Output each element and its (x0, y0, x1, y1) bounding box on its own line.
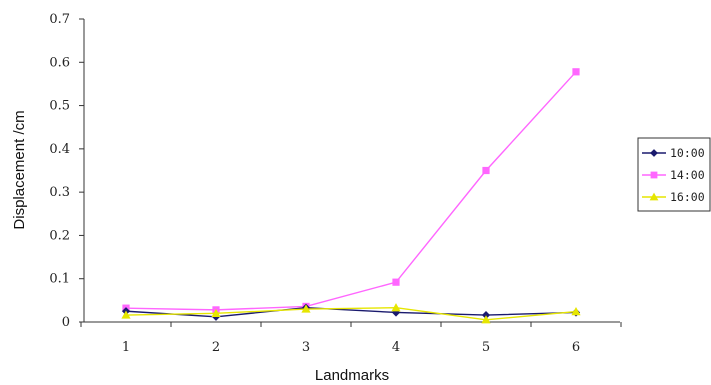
y-tick-label: 0.3 (49, 185, 70, 200)
series-layer (121, 68, 581, 324)
data-point (481, 310, 491, 320)
data-point (301, 304, 311, 313)
legend-label: 14:00 (670, 168, 705, 182)
data-point (121, 310, 131, 319)
y-tick-labels: 0 0.1 0.2 0.3 0.4 0.5 0.6 0.7 (49, 12, 84, 330)
data-point (392, 278, 400, 286)
x-tick-labels: 1 2 3 4 5 6 (80, 322, 622, 355)
x-tick-label: 3 (302, 340, 310, 355)
data-point (391, 303, 401, 312)
x-tick-label: 5 (482, 340, 490, 355)
legend-marker (650, 149, 658, 157)
legend-label: 10:00 (670, 146, 705, 160)
series-line (125, 71, 577, 311)
data-point (211, 308, 221, 317)
legend-marker (649, 192, 659, 201)
series-line (125, 307, 577, 318)
y-tick-label: 0.7 (49, 12, 70, 27)
x-tick-label: 4 (392, 340, 400, 355)
series-1400 (122, 68, 580, 314)
legend: 10:00 14:00 16:00 (637, 137, 711, 212)
series-1000 (121, 303, 581, 321)
y-tick-label: 0.6 (49, 55, 70, 70)
x-tick-label: 2 (212, 340, 220, 355)
y-tick-label: 0.1 (49, 272, 70, 287)
series-line (125, 307, 577, 321)
x-tick-label: 6 (572, 340, 580, 355)
y-tick-label: 0.4 (49, 142, 70, 157)
y-tick-label: 0.2 (49, 228, 70, 243)
y-axis-title: Displacement /cm (11, 110, 28, 229)
legend-marker (650, 171, 658, 179)
y-tick-label: 0 (62, 315, 70, 330)
data-point (572, 68, 580, 76)
series-1600 (121, 303, 581, 324)
data-point (571, 307, 581, 316)
chart-axes (83, 19, 620, 323)
y-tick-label: 0.5 (49, 99, 70, 114)
data-point (481, 315, 491, 324)
x-tick-label: 1 (122, 340, 130, 355)
data-point (482, 166, 490, 175)
x-axis-title: Landmarks (315, 367, 389, 384)
legend-label: 16:00 (670, 190, 705, 204)
